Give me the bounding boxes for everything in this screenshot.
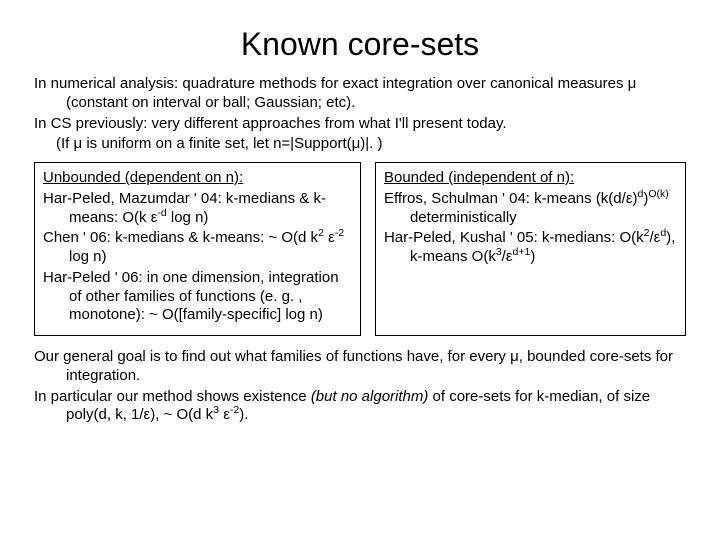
text: Bounded (independent of n): bbox=[384, 169, 574, 186]
italic-text: (but no algorithm) bbox=[311, 388, 429, 405]
left-entry-1: Har-Peled, Mazumdar ' 04: k-medians & k-… bbox=[43, 190, 352, 228]
superscript: O(k) bbox=[648, 188, 668, 200]
text: In particular our method shows existence bbox=[34, 388, 311, 405]
text: (constant on interval or ball; Gaussian;… bbox=[66, 94, 355, 111]
slide: Known core-sets In numerical analysis: q… bbox=[0, 0, 720, 540]
footer-block: Our general goal is to find out what fam… bbox=[34, 348, 686, 425]
left-entry-3: Har-Peled ' 06: in one dimension, integr… bbox=[43, 269, 352, 325]
text: In numerical analysis: quadrature method… bbox=[34, 75, 628, 92]
footer-line-2: In particular our method shows existence… bbox=[34, 388, 686, 426]
intro-line-1: In numerical analysis: quadrature method… bbox=[34, 75, 686, 113]
right-header: Bounded (independent of n): bbox=[384, 169, 677, 188]
text: is uniform on a finite set, let n=|Suppo… bbox=[82, 135, 351, 152]
intro-block: In numerical analysis: quadrature method… bbox=[34, 75, 686, 154]
slide-title: Known core-sets bbox=[34, 26, 686, 63]
text: ) bbox=[530, 248, 535, 265]
mu-symbol: μ bbox=[628, 75, 637, 92]
text: (If bbox=[56, 135, 74, 152]
text: Unbounded (dependent on n): bbox=[43, 169, 243, 186]
left-entry-2: Chen ' 06: k-medians & k-means: ~ O(d k2… bbox=[43, 229, 352, 267]
text: log n) bbox=[167, 209, 209, 226]
eps-symbol: ε bbox=[328, 229, 335, 246]
text: Har-Peled, Kushal ' 05: k-medians: O(k bbox=[384, 229, 644, 246]
right-entry-1: Effros, Schulman ' 04: k-means (k(d/ε)d)… bbox=[384, 190, 677, 228]
text: )|. ) bbox=[360, 135, 382, 152]
superscript: d+1 bbox=[513, 246, 531, 258]
footer-line-1: Our general goal is to find out what fam… bbox=[34, 348, 686, 386]
eps-symbol: ε bbox=[506, 248, 513, 265]
text: log n) bbox=[69, 248, 107, 265]
columns: Unbounded (dependent on n): Har-Peled, M… bbox=[34, 162, 686, 336]
text: Chen ' 06: k-medians & k-means: ~ O(d k bbox=[43, 229, 318, 246]
text: Effros, Schulman ' 04: k-means (k(d/ bbox=[384, 190, 626, 207]
superscript: -2 bbox=[335, 227, 344, 239]
text: ), ~ O(d k bbox=[150, 406, 213, 423]
mu-symbol: μ bbox=[74, 135, 83, 152]
superscript: -2 bbox=[230, 404, 239, 416]
text: deterministically bbox=[410, 209, 517, 226]
eps-symbol: ε bbox=[223, 406, 230, 423]
mu-symbol: μ bbox=[510, 348, 519, 365]
right-entry-2: Har-Peled, Kushal ' 05: k-medians: O(k2/… bbox=[384, 229, 677, 267]
left-header: Unbounded (dependent on n): bbox=[43, 169, 352, 188]
intro-line-2: In CS previously: very different approac… bbox=[34, 115, 686, 134]
mu-symbol: μ bbox=[352, 135, 361, 152]
eps-symbol: ε bbox=[626, 190, 633, 207]
superscript: -d bbox=[157, 207, 166, 219]
left-column: Unbounded (dependent on n): Har-Peled, M… bbox=[34, 162, 361, 336]
intro-line-3: (If μ is uniform on a finite set, let n=… bbox=[34, 135, 686, 154]
text: Our general goal is to find out what fam… bbox=[34, 348, 510, 365]
right-column: Bounded (independent of n): Effros, Schu… bbox=[375, 162, 686, 336]
text: ). bbox=[239, 406, 248, 423]
